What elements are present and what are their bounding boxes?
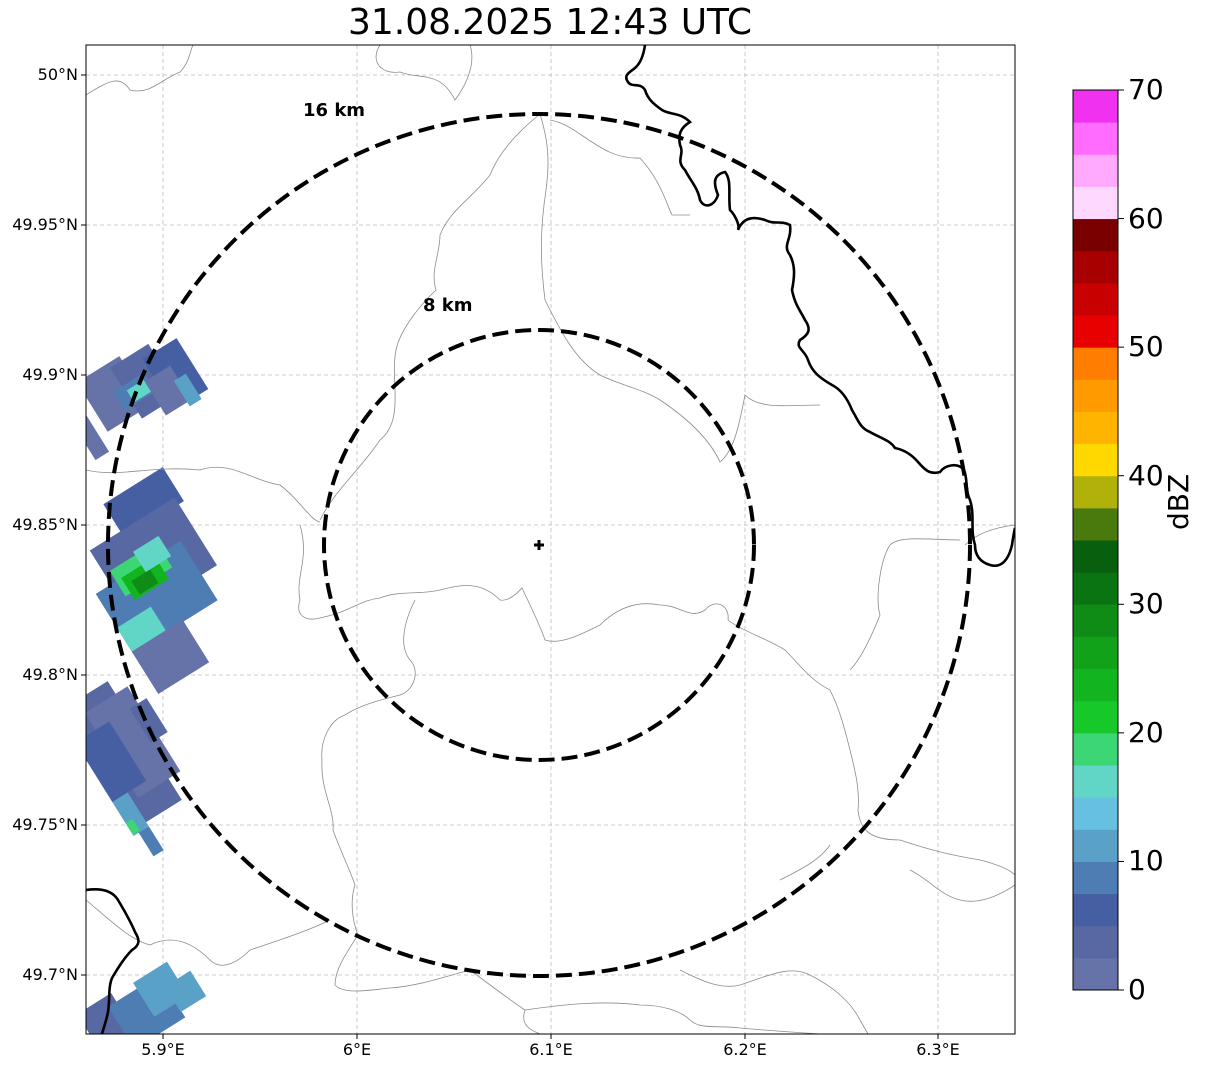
lon-label: 6.3°E xyxy=(916,1040,960,1059)
echo-cell xyxy=(86,686,181,798)
echo-cell xyxy=(86,416,110,461)
echo-cell xyxy=(112,792,149,836)
colorbar-tick-label: 10 xyxy=(1128,844,1164,877)
colorbar-segment xyxy=(1073,122,1118,155)
echo-cell xyxy=(86,356,151,432)
colorbar-ticks xyxy=(1118,89,1124,991)
echo-cell xyxy=(133,535,172,573)
echo-cell xyxy=(131,569,159,595)
echo-cell xyxy=(164,970,207,1013)
lat-label: 49.8°N xyxy=(22,665,78,684)
gridlines xyxy=(86,45,1015,1034)
range-ring-8km xyxy=(322,328,756,762)
colorbar-tick-label: 70 xyxy=(1128,73,1164,106)
map-title: 31.08.2025 12:43 UTC xyxy=(347,2,753,43)
lat-label: 50°N xyxy=(37,65,78,84)
lat-ticks xyxy=(81,74,86,976)
colorbar-segment xyxy=(1073,765,1118,798)
colorbar-segment xyxy=(1073,186,1118,220)
lat-label: 49.7°N xyxy=(22,965,78,984)
colorbar-segment xyxy=(1073,797,1118,830)
colorbar-segment xyxy=(1073,604,1118,637)
colorbar-segment xyxy=(1073,732,1118,766)
colorbar-segment xyxy=(1073,957,1118,991)
radar-site-marker xyxy=(534,540,544,550)
colorbar-segment xyxy=(1073,475,1118,509)
lon-label: 6°E xyxy=(342,1040,372,1059)
lon-label: 5.9°E xyxy=(141,1040,185,1059)
colorbar-segment xyxy=(1073,315,1118,348)
colorbar-segment xyxy=(1073,540,1118,573)
colorbar-label: dBZ xyxy=(1162,473,1195,530)
colorbar-segment xyxy=(1073,250,1118,284)
map-background xyxy=(86,45,1015,1034)
colorbar xyxy=(1073,90,1118,991)
ring-label-8km: 8 km xyxy=(423,295,473,316)
echo-cell xyxy=(173,373,202,407)
colorbar-tick-label: 40 xyxy=(1128,459,1164,492)
lon-label: 6.2°E xyxy=(723,1040,767,1059)
lon-ticks xyxy=(162,1034,939,1039)
ring-label-16km: 16 km xyxy=(303,100,366,121)
colorbar-segment xyxy=(1073,379,1118,412)
lat-label: 49.95°N xyxy=(12,215,78,234)
lat-label: 49.85°N xyxy=(12,515,78,534)
lon-label: 6.1°E xyxy=(529,1040,573,1059)
colorbar-tick-label: 60 xyxy=(1128,202,1164,235)
colorbar-segment xyxy=(1073,668,1118,702)
colorbar-tick-label: 0 xyxy=(1128,973,1146,1006)
colorbar-segment xyxy=(1073,829,1118,862)
colorbar-segment xyxy=(1073,154,1118,187)
lat-label: 49.9°N xyxy=(22,365,78,384)
echo-cell xyxy=(144,365,192,416)
lat-label: 49.75°N xyxy=(12,815,78,834)
echo-cell xyxy=(116,606,167,654)
echo-cell xyxy=(103,467,184,539)
colorbar-segment xyxy=(1073,572,1118,605)
echo-cell xyxy=(131,619,210,694)
colorbar-segment xyxy=(1073,347,1118,380)
colorbar-segment xyxy=(1073,282,1118,316)
echo-cell xyxy=(125,818,140,836)
echo-cell xyxy=(86,721,147,802)
colorbar-segment xyxy=(1073,411,1118,445)
colorbar-segment xyxy=(1073,507,1118,541)
municipal-boundaries xyxy=(86,45,1015,1034)
echo-cell xyxy=(86,993,143,1034)
colorbar-segment xyxy=(1073,636,1118,670)
echo-cell xyxy=(138,826,164,857)
colorbar-segment xyxy=(1073,925,1118,959)
colorbar-tick-label: 20 xyxy=(1128,716,1164,749)
colorbar-segment xyxy=(1073,700,1118,734)
colorbar-frame xyxy=(1072,89,1119,991)
colorbar-segment xyxy=(1073,443,1118,477)
echo-cell xyxy=(133,961,189,1017)
colorbar-segment xyxy=(1073,861,1118,895)
colorbar-tick-label: 50 xyxy=(1128,330,1164,363)
colorbar-segment xyxy=(1073,90,1118,123)
colorbar-tick-label: 30 xyxy=(1128,587,1164,620)
colorbar-segment xyxy=(1073,893,1118,927)
colorbar-segment xyxy=(1073,218,1118,252)
range-ring-16km xyxy=(106,112,972,978)
